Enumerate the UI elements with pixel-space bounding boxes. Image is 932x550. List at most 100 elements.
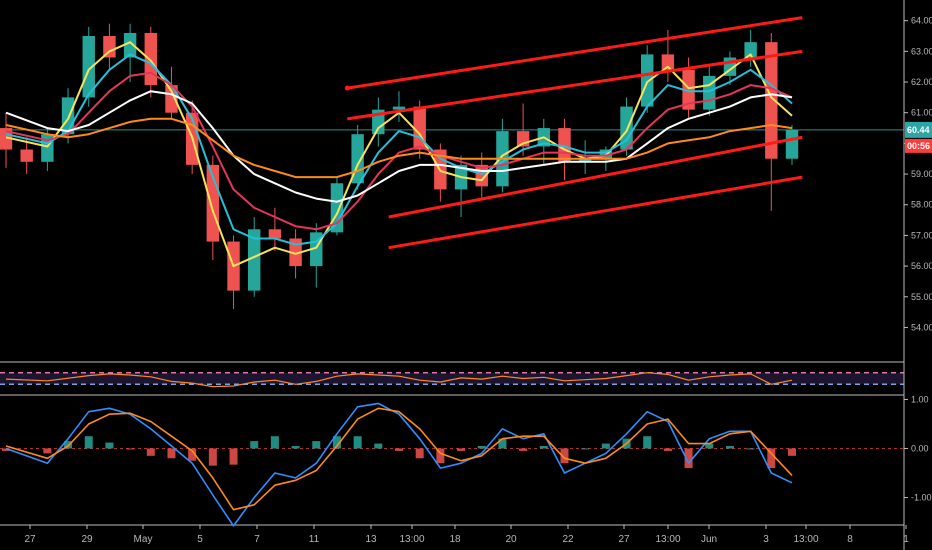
time-tick-label: Jun	[701, 534, 717, 545]
moving-average-line	[5, 71, 793, 231]
candle-body	[103, 36, 116, 58]
macd-histogram-bar	[250, 441, 259, 449]
macd-histogram-bar	[601, 443, 610, 449]
price-tick-label: 61.00	[911, 108, 932, 118]
macd-histogram-bar	[705, 443, 714, 449]
time-tick-label: 13:00	[655, 534, 680, 545]
channel-line[interactable]	[388, 135, 803, 219]
moving-average-line	[5, 117, 793, 179]
macd-line	[5, 407, 793, 511]
candle-body	[765, 42, 778, 159]
macd-panel[interactable]	[0, 402, 904, 527]
macd-tick-label: 0.00	[911, 443, 929, 453]
countdown-label: 00:56	[907, 141, 930, 151]
time-tick-label: 27	[618, 534, 630, 545]
macd-histogram-bar	[395, 448, 403, 451]
channel-line[interactable]	[347, 16, 803, 90]
countdown-tag	[905, 138, 932, 153]
price-tick-label: 58.00	[911, 200, 932, 210]
macd-histogram-bar	[415, 448, 424, 459]
moving-average-line	[5, 53, 793, 246]
candle-body	[744, 42, 757, 58]
candle-body	[661, 54, 675, 70]
price-tick-label: 56.00	[911, 261, 932, 271]
candle-body	[144, 32, 157, 86]
oscillator-band	[0, 372, 904, 385]
time-tick-label: 5	[197, 534, 203, 545]
time-tick-label: 20	[505, 534, 517, 545]
oscillator-line	[5, 372, 793, 388]
macd-histogram-bar	[208, 448, 217, 466]
macd-histogram-bar	[684, 448, 693, 469]
macd-histogram-bar	[560, 448, 569, 464]
candle-body	[20, 149, 33, 162]
candle-body	[682, 69, 695, 110]
price-tags: 60.44 00:56	[905, 121, 932, 153]
macd-histogram-bar	[332, 436, 341, 449]
candle-body	[785, 129, 799, 159]
price-tick-label: 64.00	[911, 16, 932, 26]
time-tick-label: 22	[562, 534, 574, 545]
macd-histogram-bar	[229, 448, 238, 465]
macd-tick-label: 1.00	[911, 394, 929, 404]
candle-body	[248, 229, 261, 291]
macd-histogram-bar	[436, 448, 445, 464]
price-tick-label: 54.00	[911, 322, 932, 332]
macd-histogram-bar	[767, 448, 776, 469]
time-tick-label: 7	[254, 534, 260, 545]
candle-body	[578, 158, 592, 162]
price-panel[interactable]	[0, 16, 904, 363]
macd-histogram-bar	[663, 448, 672, 451]
macd-line	[5, 402, 793, 527]
last-price-label: 60.44	[907, 125, 930, 135]
time-tick-label: 13:00	[399, 534, 424, 545]
candle-body	[123, 32, 137, 58]
price-axis[interactable]: 54.0055.0056.0057.0058.0059.0060.0061.00…	[903, 0, 932, 550]
oscillator-panel[interactable]	[0, 371, 904, 396]
last-price-tag	[905, 121, 932, 138]
candle-body	[620, 106, 633, 150]
candle-body	[0, 128, 13, 150]
time-axis[interactable]: 27 29 May 5 7 11 13 13:00 18 20 22 27 13:00 Jun 3 13:00…	[24, 525, 909, 545]
price-tick-label: 63.00	[911, 46, 932, 56]
macd-histogram-bar	[126, 448, 135, 450]
macd-histogram-bar	[353, 436, 362, 449]
time-tick-label: 18	[449, 534, 461, 545]
time-tick-label: 13:00	[793, 534, 818, 545]
macd-histogram-bar	[2, 448, 10, 451]
moving-average-line	[5, 41, 793, 268]
channel-line[interactable]	[347, 49, 803, 121]
macd-histogram-bar	[581, 448, 590, 450]
macd-histogram-bar	[457, 448, 466, 451]
candle-body	[289, 238, 302, 267]
macd-histogram-bar	[105, 442, 114, 449]
macd-histogram-bar	[312, 441, 321, 449]
macd-histogram-bar	[270, 436, 279, 449]
macd-histogram-bar	[539, 446, 548, 449]
time-tick-label: 27	[24, 534, 36, 545]
macd-histogram-bar	[291, 446, 300, 449]
moving-average-line	[5, 90, 793, 203]
channel-anchor-point[interactable]	[344, 85, 350, 91]
macd-histogram-bar	[519, 448, 528, 451]
macd-histogram-bar	[84, 436, 93, 449]
price-tick-label: 57.00	[911, 230, 932, 240]
price-tick-label: 62.00	[911, 77, 932, 87]
macd-histogram-bar	[643, 436, 652, 449]
time-tick-label: 11	[309, 534, 320, 545]
macd-histogram-bar	[146, 448, 155, 456]
macd-histogram-bar	[498, 438, 507, 449]
macd-histogram-bar	[374, 443, 383, 449]
candle-body	[392, 106, 406, 110]
price-tick-label: 55.00	[911, 292, 932, 302]
macd-histogram-bar	[188, 448, 197, 461]
time-tick-label: 8	[847, 534, 853, 545]
time-tick-label: 3	[763, 534, 769, 545]
channel-line[interactable]	[388, 175, 803, 250]
macd-histogram-bar	[746, 448, 755, 450]
macd-histogram-bar	[167, 448, 176, 459]
candle-body	[268, 229, 282, 239]
macd-histogram-bar	[477, 446, 486, 449]
